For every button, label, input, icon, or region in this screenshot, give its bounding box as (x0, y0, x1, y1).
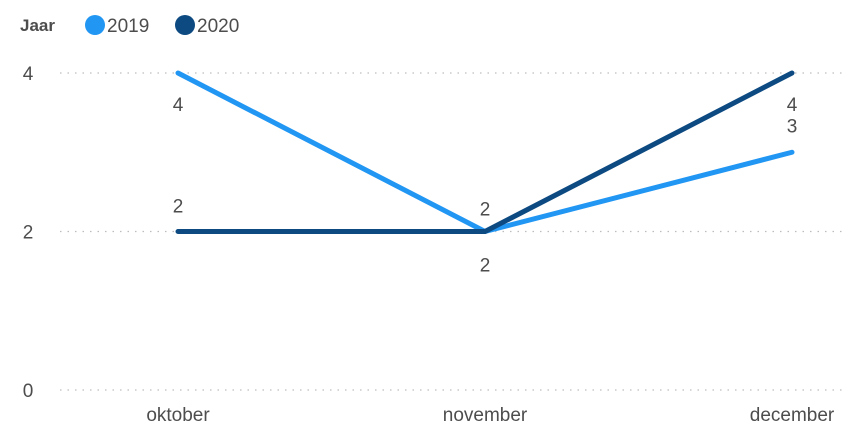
legend-marker-2019 (85, 15, 105, 35)
y-tick-label-0: 0 (23, 381, 34, 402)
y-axis: 0 2 4 (23, 64, 34, 402)
legend-marker-2020 (175, 15, 195, 35)
x-axis: oktober november december (146, 405, 835, 426)
x-tick-label-oktober: oktober (146, 405, 210, 426)
legend-label-2020: 2020 (197, 16, 239, 37)
x-tick-label-november: november (443, 405, 528, 426)
data-label-2019-november: 2 (480, 200, 491, 221)
legend-label-2019: 2019 (107, 16, 149, 37)
y-tick-label-2: 2 (23, 223, 34, 244)
x-tick-label-december: december (750, 405, 835, 426)
legend-title: Jaar (20, 16, 55, 35)
y-tick-label-4: 4 (23, 64, 34, 85)
data-label-2020-november: 2 (480, 256, 491, 277)
data-labels: 4 2 3 2 2 4 (173, 95, 798, 277)
data-label-2020-oktober: 2 (173, 197, 184, 218)
legend: Jaar 2019 2020 (20, 15, 239, 37)
data-label-2019-december: 3 (787, 116, 798, 137)
data-label-2020-december: 4 (787, 95, 798, 116)
data-label-2019-oktober: 4 (173, 95, 184, 116)
